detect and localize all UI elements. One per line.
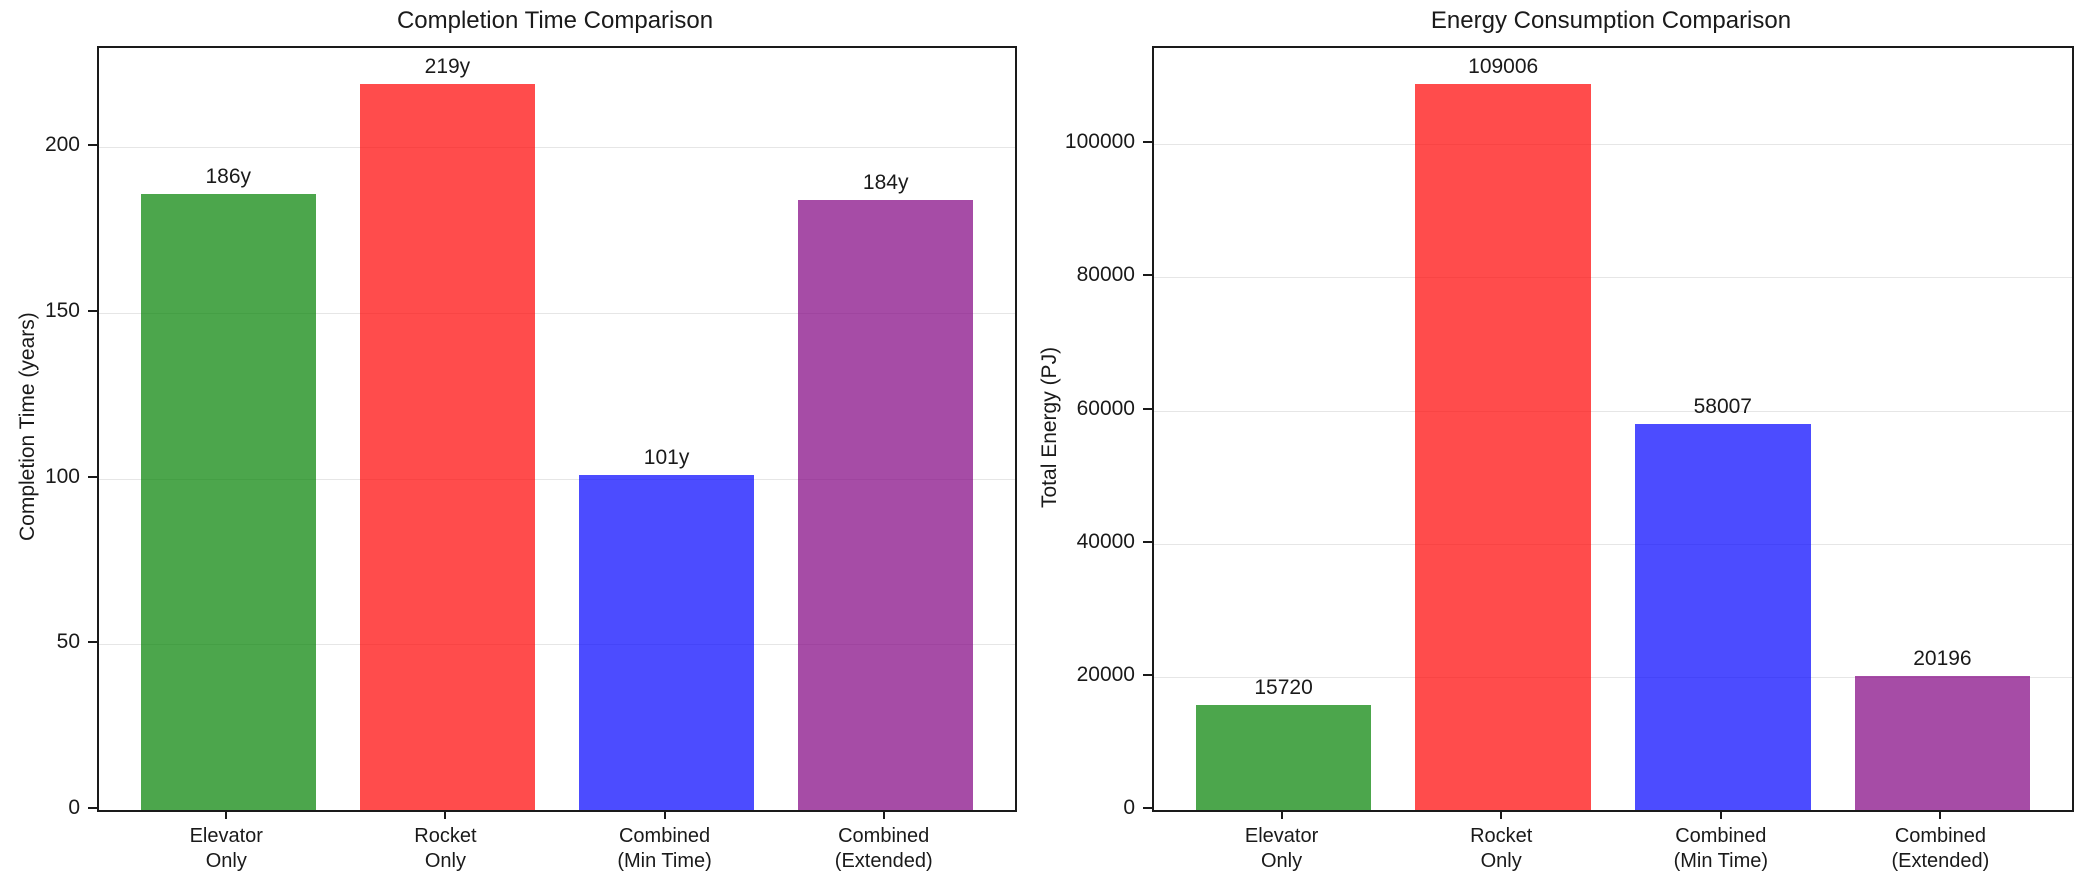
x-tick-mark [1500, 810, 1503, 819]
x-tick-label-elevator-only: Elevator Only [1244, 825, 1319, 872]
bar-rocket-only [359, 84, 536, 810]
bar-label-elevator-only: 15720 [1254, 676, 1313, 700]
bar-label-combined-extended: 184y [862, 171, 909, 195]
x-tick-mark [444, 810, 447, 819]
y-axis-label: Completion Time (years) [16, 312, 39, 542]
gridline [1154, 410, 2072, 412]
chart-title: Energy Consumption Comparison [1430, 7, 1792, 34]
y-tick-mark [1143, 141, 1152, 144]
x-tick-label-combined-extended: Combined (Extended) [1891, 825, 1990, 872]
y-tick-mark [88, 475, 97, 478]
y-tick-label: 20000 [1076, 662, 1135, 686]
bar-elevator-only [1195, 705, 1372, 810]
y-tick-mark [1143, 673, 1152, 676]
y-axis-label: Total Energy (PJ) [1038, 346, 1061, 508]
x-tick-label-combined-min-time: Combined (Min Time) [617, 825, 712, 872]
bar-label-elevator-only: 186y [205, 164, 252, 188]
bar-label-combined-min-time: 101y [643, 446, 690, 470]
plot-area: 15720 109006 58007 20196 [1152, 46, 2074, 812]
gridline [99, 644, 1015, 646]
y-tick-mark [1143, 274, 1152, 277]
y-tick-mark [88, 309, 97, 312]
y-tick-label: 50 [56, 630, 80, 654]
x-tick-label-elevator-only: Elevator Only [189, 825, 263, 872]
y-tick-mark [1143, 407, 1152, 410]
x-tick-mark [663, 810, 666, 819]
y-tick-label: 0 [68, 796, 80, 819]
y-tick-label: 150 [44, 298, 80, 322]
gridline [1154, 543, 2072, 545]
bar-label-rocket-only: 219y [424, 55, 471, 79]
x-tick-label-combined-extended: Combined (Extended) [834, 825, 933, 872]
gridline [1154, 144, 2072, 146]
bar-combined-extended [1854, 675, 2031, 810]
bar-label-combined-min-time: 58007 [1693, 394, 1752, 418]
x-tick-mark [225, 810, 228, 819]
gridline [99, 312, 1015, 314]
x-tick-label-rocket-only: Rocket Only [414, 825, 477, 872]
y-tick-label: 40000 [1076, 529, 1135, 553]
bar-rocket-only [1415, 84, 1592, 810]
bar-label-combined-extended: 20196 [1913, 646, 1972, 670]
bar-combined-min-time [578, 475, 755, 810]
gridline [1154, 277, 2072, 279]
y-tick-mark [1143, 807, 1152, 809]
y-tick-mark [1143, 540, 1152, 543]
y-tick-label: 100000 [1064, 130, 1135, 154]
y-tick-mark [88, 641, 97, 644]
x-tick-mark [1719, 810, 1722, 819]
x-tick-mark [882, 810, 885, 819]
y-tick-label: 60000 [1076, 396, 1135, 420]
bar-combined-extended [798, 200, 974, 810]
y-tick-label: 100 [44, 464, 80, 488]
bar-label-rocket-only: 109006 [1468, 55, 1539, 79]
gridline [99, 478, 1015, 480]
x-tick-mark [1939, 810, 1942, 819]
y-tick-mark [88, 807, 97, 809]
y-tick-label: 0 [1123, 796, 1135, 819]
x-tick-mark [1280, 810, 1283, 819]
bar-combined-min-time [1634, 423, 1811, 810]
y-tick-label: 80000 [1076, 263, 1135, 287]
x-tick-label-rocket-only: Rocket Only [1470, 825, 1533, 872]
bar-elevator-only [140, 193, 316, 810]
chart-title: Completion Time Comparison [396, 7, 714, 34]
y-tick-mark [88, 144, 97, 147]
gridline [1154, 676, 2072, 678]
plot-area: 186y 219y 101y 184y [97, 46, 1017, 812]
y-tick-label: 200 [44, 133, 80, 157]
x-tick-label-combined-min-time: Combined (Min Time) [1673, 825, 1769, 872]
gridline [99, 147, 1015, 149]
